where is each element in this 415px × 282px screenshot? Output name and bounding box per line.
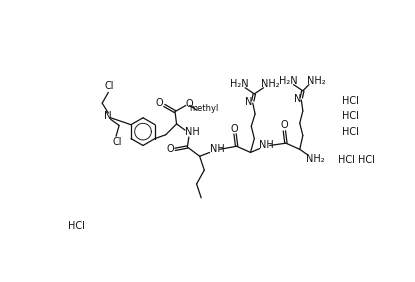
Text: NH₂: NH₂ (307, 76, 325, 86)
Text: N: N (105, 111, 112, 121)
Text: HCl: HCl (342, 111, 359, 121)
Text: HCl: HCl (342, 96, 359, 106)
Text: NH₂: NH₂ (306, 154, 325, 164)
Text: HCl: HCl (342, 127, 359, 137)
Text: HCl HCl: HCl HCl (338, 155, 375, 165)
Text: O: O (156, 98, 164, 108)
Text: Cl: Cl (113, 137, 122, 147)
Text: H₂N: H₂N (279, 76, 298, 86)
Text: O: O (166, 144, 174, 154)
Text: NH: NH (259, 140, 273, 151)
Text: O: O (281, 120, 288, 131)
Text: N: N (245, 97, 253, 107)
Text: HCl: HCl (68, 221, 85, 231)
Text: NH: NH (186, 127, 200, 137)
Text: Cl: Cl (105, 81, 114, 91)
Text: N: N (294, 94, 301, 104)
Text: NH: NH (210, 144, 225, 154)
Text: methyl: methyl (189, 104, 218, 113)
Text: H₂N: H₂N (230, 79, 249, 89)
Text: O: O (186, 99, 193, 109)
Text: O: O (230, 124, 238, 134)
Text: NH₂: NH₂ (261, 79, 280, 89)
